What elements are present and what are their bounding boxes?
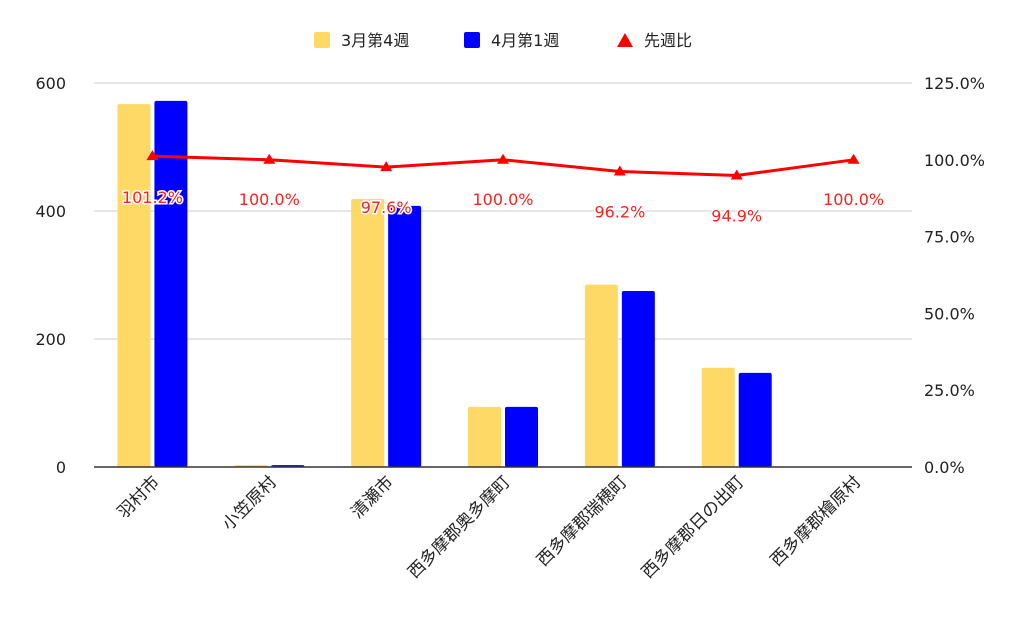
legend-label: 4月第1週 [491, 31, 559, 50]
x-tick-label: 羽村市 [114, 472, 164, 522]
legend-swatch [617, 33, 633, 47]
data-label: 96.2% [594, 202, 645, 221]
legend-label: 3月第4週 [341, 31, 409, 50]
line-marker [730, 169, 743, 180]
y-right-tick-label: 50.0% [924, 304, 975, 323]
y-right-tick-label: 0.0% [924, 458, 965, 477]
data-label: 100.0% [823, 190, 884, 209]
bar-series2 [388, 205, 422, 467]
bar-series2 [738, 372, 772, 467]
y-left-tick-label: 400 [35, 202, 66, 221]
x-tick-label: 西多摩郡奥多摩町 [404, 472, 514, 582]
x-tick-label: 小笠原村 [219, 472, 281, 534]
x-tick-label: 西多摩郡日の出町 [638, 472, 748, 582]
data-label: 97.6% [361, 198, 412, 217]
y-right-tick-label: 100.0% [924, 151, 985, 170]
bar-series1 [117, 104, 151, 468]
line-marker [497, 153, 509, 164]
legend-swatch [464, 32, 480, 48]
y-left-tick-label: 200 [35, 330, 66, 349]
data-label: 100.0% [472, 190, 533, 209]
y-right-tick-label: 25.0% [924, 381, 975, 400]
line-marker [380, 161, 393, 172]
bar-series2 [621, 291, 655, 467]
y-right-tick-label: 125.0% [924, 74, 985, 93]
legend-swatch [314, 32, 330, 48]
line-marker [146, 150, 159, 161]
y-right-tick-label: 75.0% [924, 228, 975, 247]
bar-series1 [351, 198, 385, 467]
bar-series1 [584, 284, 618, 467]
bar-series1 [701, 367, 735, 467]
y-left-tick-label: 0 [56, 458, 66, 477]
bar-series1 [468, 406, 501, 467]
y-left-tick-label: 600 [35, 74, 66, 93]
line-marker [847, 153, 860, 164]
data-label: 100.0% [239, 190, 300, 209]
legend-label: 先週比 [644, 31, 692, 50]
bar-series2 [154, 100, 188, 468]
line-marker [613, 165, 626, 176]
line-marker [263, 153, 276, 164]
data-label: 101.2% [122, 188, 183, 207]
x-tick-label: 西多摩郡瑞穂町 [533, 472, 631, 570]
x-tick-label: 西多摩郡檜原村 [766, 472, 865, 571]
x-tick-label: 清瀬市 [347, 472, 397, 522]
data-label: 94.9% [711, 206, 762, 225]
bar-series2 [505, 406, 538, 467]
